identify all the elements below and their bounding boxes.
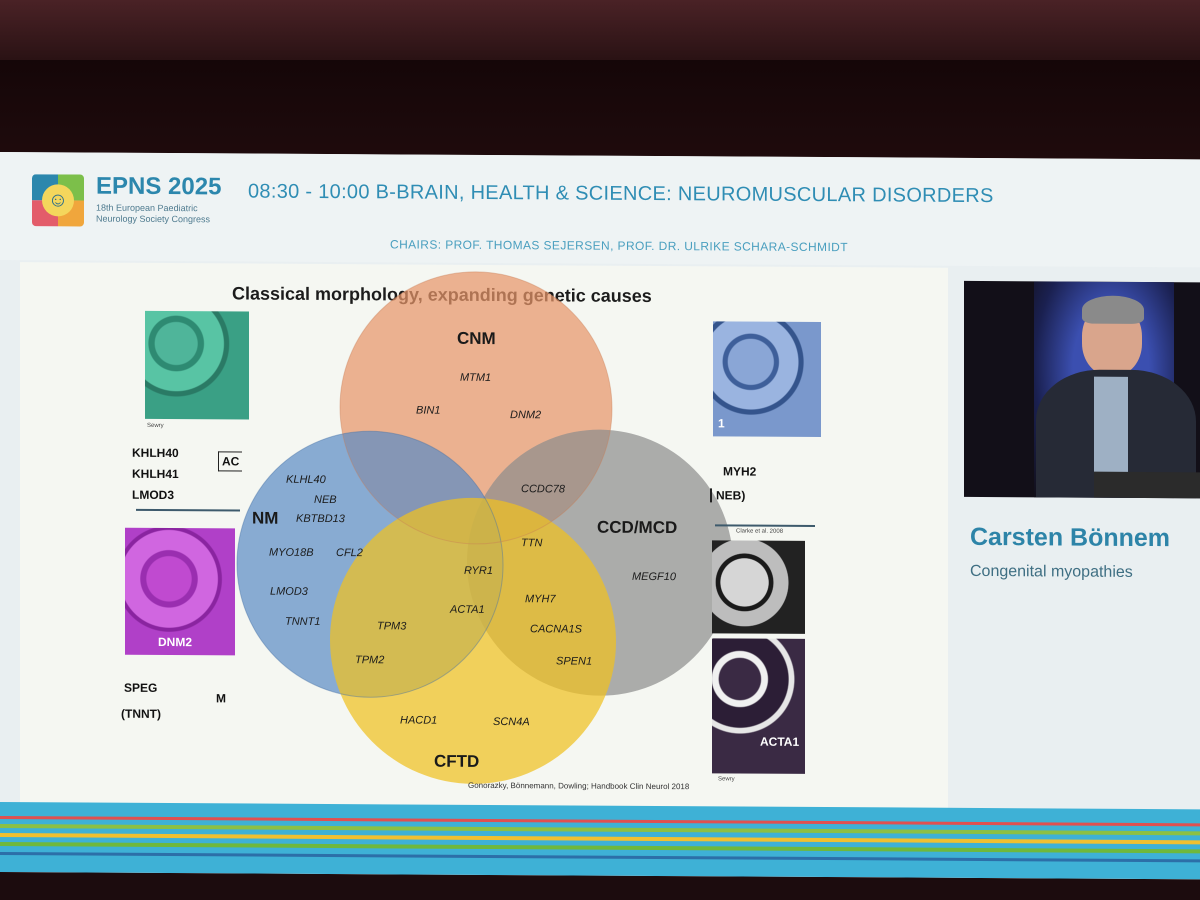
dark-wall [0,60,1200,160]
congress-subtitle: 18th European Paediatric Neurology Socie… [96,202,211,225]
left-boxed-label: AC [218,451,243,472]
gene-label: MYH7 [525,593,556,606]
cftd-circle [330,497,616,784]
gene-label: KBTBD13 [296,512,345,526]
venn-diagram [236,271,733,784]
gene-label: RYR1 [464,564,493,578]
image-caption: Clarke et al. 2008 [736,528,784,535]
epns-logo-icon: ☺ [32,174,84,227]
cnm-label: CNM [457,328,496,349]
left-bottom-gene: SPEG [124,680,158,695]
image-caption: Sewry [718,776,735,783]
gene-label: HACD1 [400,714,438,727]
gene-label: MYO18B [269,546,314,559]
gene-label: DNM2 [510,409,542,422]
gene-label: CFL2 [336,547,363,560]
image-label: DNM2 [158,634,193,650]
ccd-mcd-label: CCD/MCD [597,517,678,538]
gene-label: TTN [521,537,543,550]
congress-header: ☺ EPNS 2025 18th European Paediatric Neu… [0,152,1200,268]
session-title: 08:30 - 10:00 B-BRAIN, HEALTH & SCIENCE:… [248,180,994,208]
grey-muscle-histology-image [712,540,805,634]
speaker-shirt [1094,376,1128,487]
left-gene-list: KHLH40 KHLH41 LMOD3 [132,445,179,503]
left-bottom-gene: (TNNT) [121,706,161,721]
decorative-stripes [0,802,1200,880]
blue-muscle-histology-image [713,321,821,438]
gene-label: MEGF10 [632,570,677,584]
speaker-name: Carsten Bönnem [970,522,1171,553]
gene-label: MTM1 [460,371,492,385]
left-bottom-gene: M [216,691,226,706]
presentation-slide: Classical morphology, expanding genetic … [20,262,948,813]
dark-muscle-histology-image [712,638,805,774]
gene-label: TPM3 [377,620,407,633]
image-label: ACTA1 [760,734,800,749]
gene-label: TNNT1 [285,615,321,628]
gene-label: NEB [314,493,337,507]
gene-label: CCDC78 [521,483,566,496]
lectern [1094,471,1200,499]
speaker-hair [1082,295,1144,324]
gene-label: SPEN1 [556,655,593,668]
right-gene: MYH2 [723,464,757,479]
slide-reference: Gonorazky, Bönnemann, Dowling; Handbook … [468,780,690,792]
gene-label: LMOD3 [270,585,308,598]
congress-brand: EPNS 2025 [96,172,222,201]
speaker-topic: Congenital myopathies [970,562,1133,581]
gene-label: KLHL40 [286,473,326,486]
gene-label: TPM2 [355,654,385,667]
gene-label: CACNA1S [530,623,582,636]
nm-label: NM [252,508,279,528]
cftd-label: CFTD [434,751,480,771]
image-caption: Sewry [147,422,164,429]
ceiling-background [0,0,1200,60]
right-gene: NEB) [710,488,746,503]
session-chairs: CHAIRS: PROF. THOMAS SEJERSEN, PROF. DR.… [390,237,848,255]
projection-screen: ☺ EPNS 2025 18th European Paediatric Neu… [0,152,1200,880]
gene-label: ACTA1 [450,603,485,616]
gene-label: BIN1 [416,404,441,417]
gene-label: SCN4A [493,716,530,729]
image-number: 1 [718,416,725,431]
speaker-video-feed [964,280,1200,499]
green-muscle-histology-image [145,310,249,420]
